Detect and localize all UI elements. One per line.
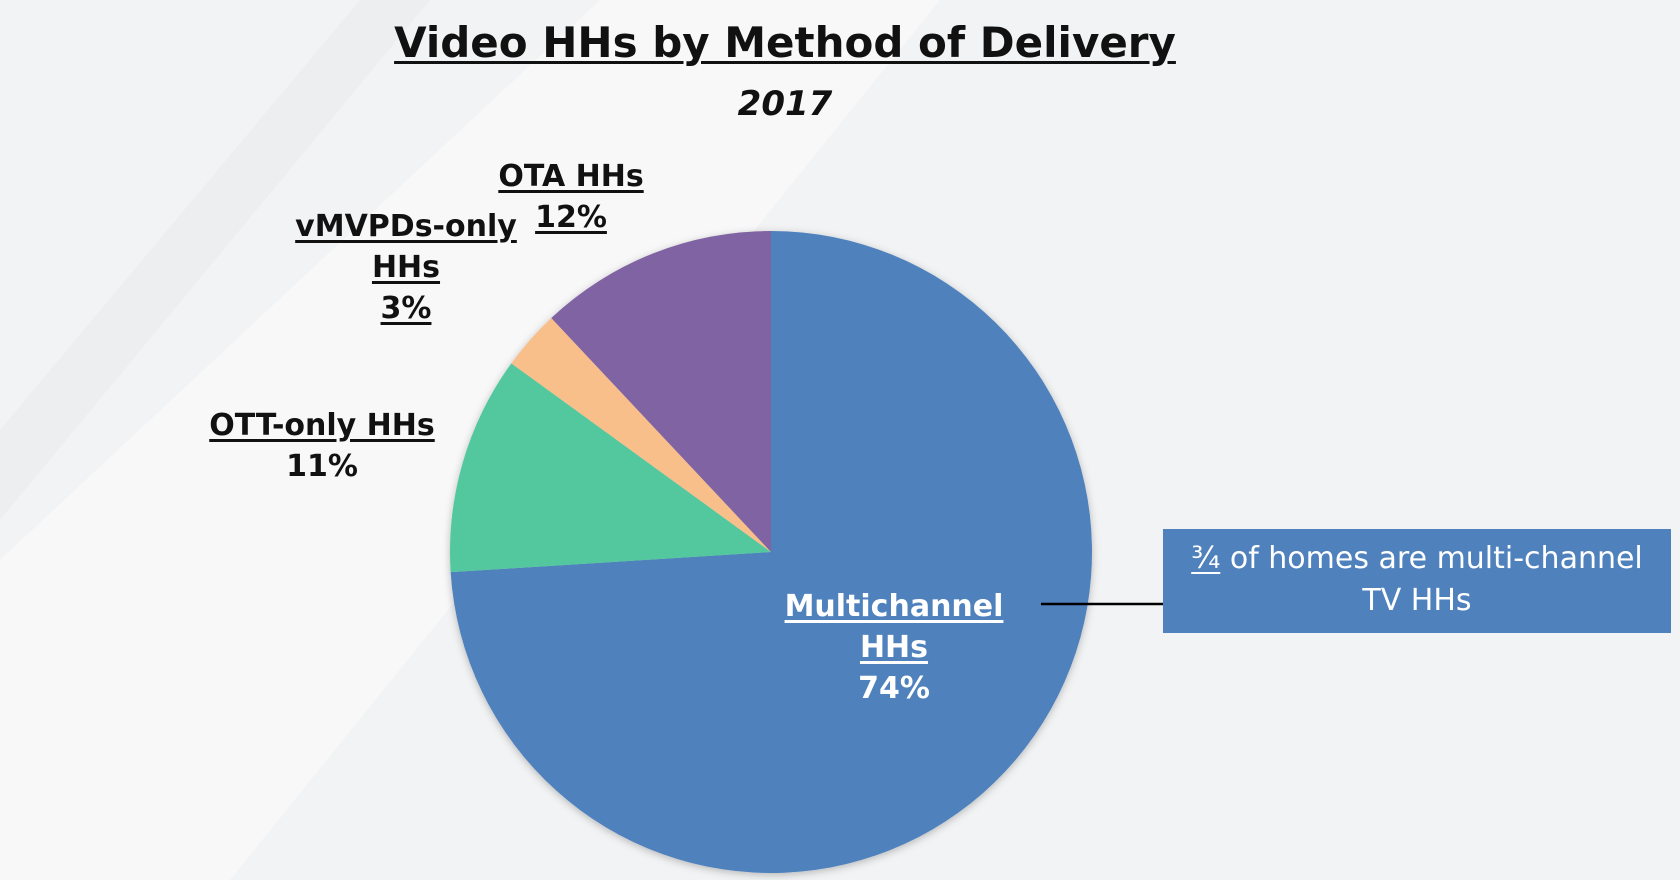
slice-label: vMVPDs-only HHs 3% [291, 206, 521, 329]
slice-name: OTA HHs [498, 159, 644, 194]
pie [450, 231, 1092, 873]
chart-subtitle: 2017 [737, 84, 833, 124]
slice-label: Multichannel HHs 74% [774, 586, 1014, 709]
pie-slice [450, 231, 1092, 873]
slice-value: 3% [380, 291, 432, 326]
annotation-text: of homes are multi-channel TV HHs [1229, 541, 1643, 618]
slice-name: OTT-only HHs [209, 408, 435, 443]
slice-value: 12% [535, 200, 607, 235]
chart-title: Video HHs by Method of Delivery [394, 18, 1176, 67]
annotation-fraction: ¾ [1191, 541, 1221, 576]
slice-name: Multichannel HHs [784, 589, 1004, 665]
slice-value: 74% [858, 671, 930, 706]
slice-value: 11% [286, 449, 358, 484]
slice-name: vMVPDs-only HHs [295, 209, 517, 285]
pie-slice [511, 318, 771, 552]
background-band [0, 0, 940, 880]
pie-slice [450, 363, 771, 573]
slice-label: OTA HHs 12% [471, 156, 671, 238]
slice-label: OTT-only HHs 11% [162, 405, 482, 487]
pie-slice [551, 231, 771, 552]
annotation: ¾ of homes are multi-channel TV HHs [1163, 529, 1671, 633]
background-stripe [0, 0, 430, 520]
